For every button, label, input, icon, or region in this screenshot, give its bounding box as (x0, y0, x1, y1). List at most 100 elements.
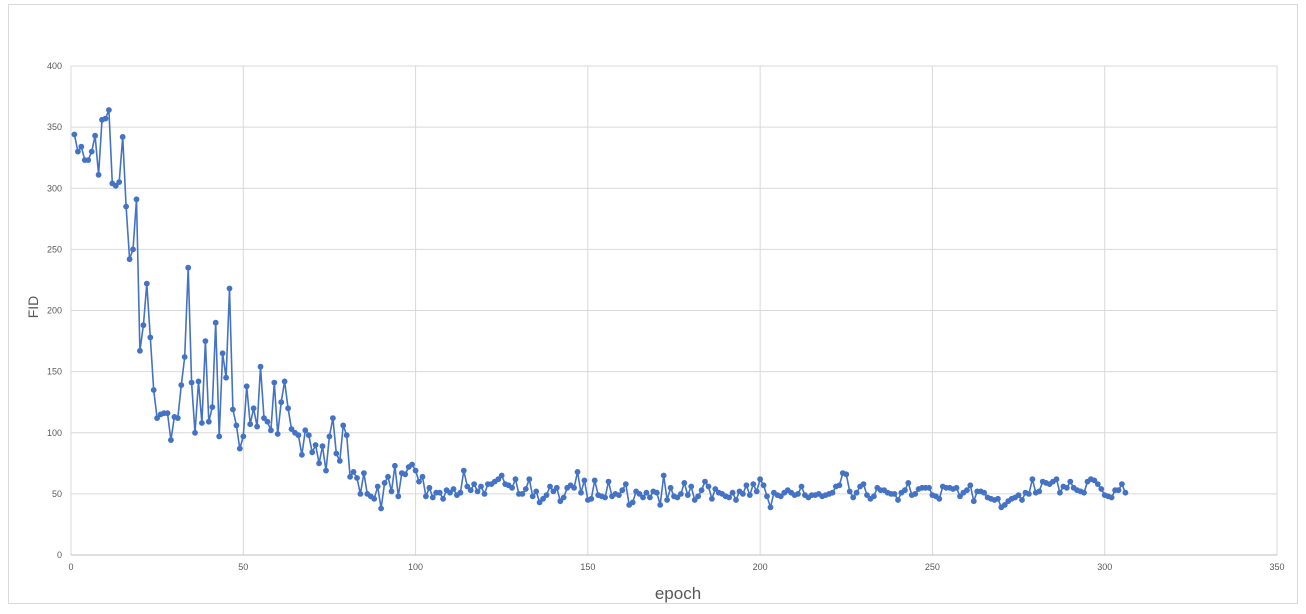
y-tick-label: 100 (47, 428, 62, 438)
data-point (257, 363, 264, 370)
data-point (464, 483, 471, 490)
data-point (578, 489, 584, 496)
data-point (967, 482, 974, 489)
x-tick-label: 300 (1097, 562, 1112, 572)
data-point (550, 488, 557, 495)
data-point (261, 415, 267, 421)
data-point (223, 374, 230, 381)
data-point (1026, 491, 1032, 497)
data-point (440, 495, 446, 502)
data-point (895, 497, 901, 503)
data-point (619, 487, 626, 494)
data-point (1081, 489, 1087, 496)
data-point (691, 497, 698, 503)
data-point (712, 486, 719, 492)
data-point (481, 491, 488, 497)
data-point (1001, 502, 1008, 508)
data-point (188, 379, 195, 386)
data-point (509, 484, 515, 491)
data-point (374, 483, 381, 490)
data-point (326, 433, 333, 440)
data-point (795, 491, 801, 497)
data-point (140, 322, 147, 329)
data-point (957, 493, 963, 500)
data-point (75, 148, 81, 155)
data-point (688, 483, 695, 490)
data-point (743, 482, 750, 489)
data-point (767, 504, 774, 511)
data-point (395, 493, 402, 500)
data-point (705, 483, 712, 490)
data-point (402, 471, 409, 478)
data-point (302, 427, 309, 434)
data-point (385, 473, 391, 480)
data-point (757, 476, 763, 483)
data-point (1029, 476, 1036, 483)
data-point (419, 473, 426, 480)
data-point (154, 415, 161, 421)
data-point (891, 491, 898, 497)
data-point (392, 462, 398, 469)
data-point (764, 493, 770, 500)
data-point (1115, 487, 1122, 494)
data-point (853, 489, 860, 496)
data-point (416, 478, 422, 485)
x-tick-label: 0 (68, 562, 73, 572)
data-point (340, 422, 347, 429)
data-point (498, 472, 505, 479)
data-point (350, 469, 357, 475)
line-chart: 0 50 100 150 200 250 300 350 0 50 100 150 200 250 300 3… (25, 61, 1285, 603)
data-point (361, 470, 367, 476)
data-point (185, 264, 192, 271)
data-point (664, 497, 670, 503)
data-point (409, 461, 415, 468)
data-point (254, 423, 260, 430)
data-point (616, 492, 622, 498)
data-point (678, 491, 684, 497)
data-point (95, 171, 102, 178)
data-point (119, 134, 126, 140)
data-point (192, 429, 198, 436)
data-point (605, 478, 612, 485)
data-point (164, 410, 171, 417)
data-point (143, 280, 150, 287)
y-tick-label: 250 (47, 244, 62, 254)
data-point (1098, 486, 1105, 492)
data-point (574, 469, 581, 475)
data-point (547, 483, 553, 490)
data-point (347, 473, 353, 480)
data-point (274, 431, 281, 437)
data-point (305, 432, 312, 439)
data-point (330, 415, 336, 421)
data-point (216, 433, 223, 440)
data-point (995, 495, 1001, 502)
data-point (543, 492, 550, 498)
data-point (571, 484, 577, 491)
data-point (309, 449, 316, 456)
y-tick-label: 350 (47, 122, 62, 132)
data-point (457, 489, 464, 496)
data-point (450, 486, 457, 492)
tick-labels: 0 50 100 150 200 250 300 350 0 50 100 150 200 250 300 3… (47, 61, 1285, 572)
data-point (560, 494, 567, 501)
data-point (674, 494, 681, 501)
data-point (219, 350, 226, 357)
data-point (323, 467, 329, 474)
data-point (426, 484, 433, 491)
data-point (540, 495, 546, 502)
series-line (73, 109, 1127, 510)
data-point (412, 467, 419, 474)
data-point (681, 480, 688, 486)
data-point (640, 494, 646, 501)
data-point (288, 426, 295, 432)
data-point (684, 492, 691, 498)
data-point (746, 492, 753, 498)
series-fid (71, 107, 1129, 512)
y-tick-label: 200 (47, 306, 62, 316)
data-point (478, 483, 484, 490)
data-point (295, 432, 302, 439)
data-point (102, 115, 109, 122)
data-point (798, 483, 805, 490)
data-point (622, 481, 629, 487)
data-point (733, 497, 739, 503)
